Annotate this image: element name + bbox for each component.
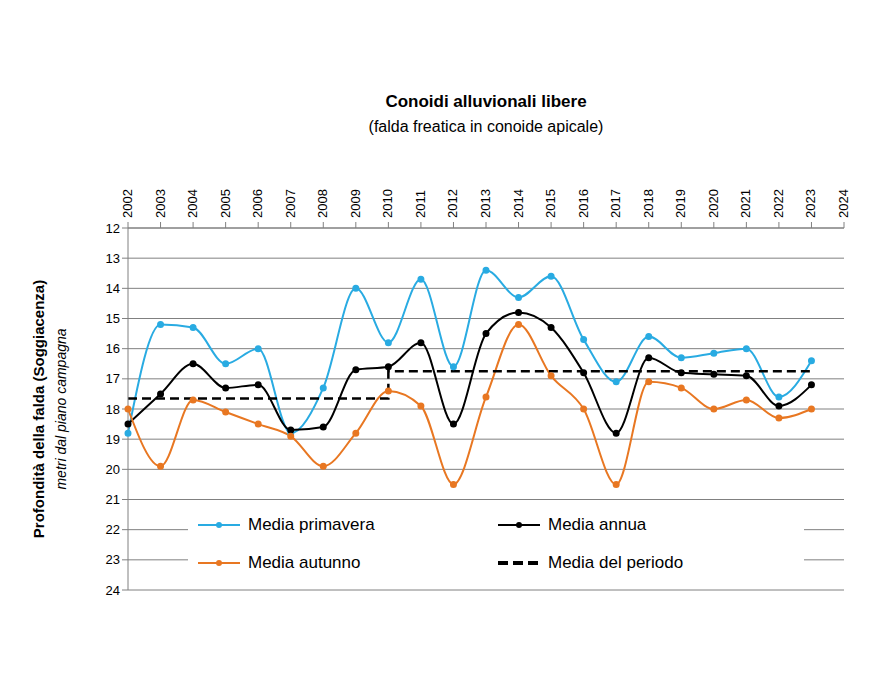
svg-text:2019: 2019	[673, 189, 688, 218]
html-text:Media autunno: Media autunno	[248, 553, 361, 572]
svg-text:24: 24	[106, 583, 120, 598]
svg-text:2016: 2016	[576, 189, 591, 218]
svg-text:2012: 2012	[445, 189, 460, 218]
svg-text:15: 15	[106, 311, 120, 326]
svg-text:2009: 2009	[348, 189, 363, 218]
html-text:Media primavera: Media primavera	[248, 515, 375, 534]
svg-text:2005: 2005	[218, 189, 233, 218]
svg-text:Profondità della falda (Soggia: Profondità della falda (Soggiacenza)	[30, 280, 47, 538]
svg-text:14: 14	[106, 281, 120, 296]
svg-text:2015: 2015	[543, 189, 558, 218]
svg-text:2014: 2014	[511, 189, 526, 218]
svg-text:2022: 2022	[771, 189, 786, 218]
svg-text:17: 17	[106, 371, 120, 386]
svg-text:2007: 2007	[283, 189, 298, 218]
svg-text:2023: 2023	[803, 189, 818, 218]
svg-text:2011: 2011	[413, 190, 428, 218]
html-text:Conoidi alluvionali libere: Conoidi alluvionali libere	[385, 92, 587, 111]
svg-text:2024: 2024	[836, 189, 851, 218]
svg-text:2018: 2018	[641, 189, 656, 218]
svg-text:19: 19	[106, 432, 120, 447]
svg-text:2006: 2006	[250, 189, 265, 218]
svg-text:12: 12	[106, 221, 120, 236]
html-text:Media annua: Media annua	[548, 515, 647, 534]
svg-text:23: 23	[106, 552, 120, 567]
svg-text:2020: 2020	[706, 189, 721, 218]
svg-text:21: 21	[106, 492, 120, 507]
svg-text:2003: 2003	[153, 189, 168, 218]
svg-text:2002: 2002	[120, 189, 135, 218]
svg-text:2004: 2004	[185, 189, 200, 218]
svg-text:2021: 2021	[738, 189, 753, 218]
svg-text:22: 22	[106, 522, 120, 537]
html-text:(falda freatica in conoide api: (falda freatica in conoide apicale)	[368, 118, 604, 135]
svg-text:13: 13	[106, 251, 120, 266]
svg-text:2017: 2017	[608, 189, 623, 218]
svg-text:2010: 2010	[380, 189, 395, 218]
svg-text:2008: 2008	[315, 189, 330, 218]
html-text:Media del periodo: Media del periodo	[548, 553, 684, 572]
svg-text:16: 16	[106, 341, 120, 356]
svg-text:20: 20	[106, 462, 120, 477]
svg-text:18: 18	[106, 402, 120, 417]
svg-text:2013: 2013	[478, 189, 493, 218]
svg-text:metri dal piano campagna: metri dal piano campagna	[53, 328, 69, 489]
